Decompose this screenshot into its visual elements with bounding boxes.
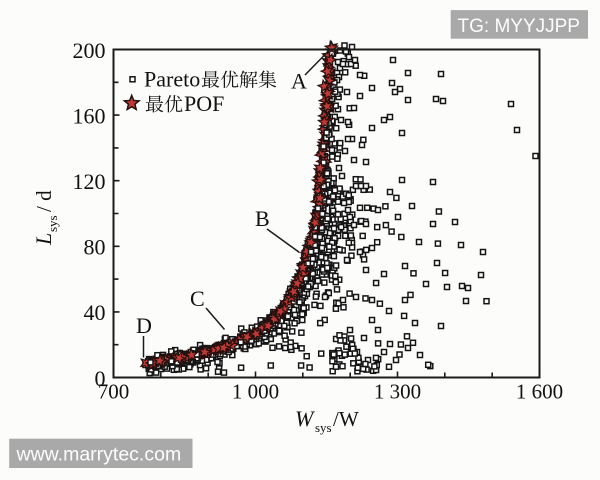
svg-text:B: B: [255, 206, 270, 231]
svg-text:40: 40: [84, 300, 106, 325]
svg-text:TG: MYYJJPP: TG: MYYJJPP: [458, 16, 580, 37]
svg-text:D: D: [136, 313, 152, 338]
svg-text:W: W: [295, 406, 315, 431]
svg-text:/ d: / d: [32, 190, 56, 212]
svg-text:1 600: 1 600: [516, 380, 563, 404]
svg-text:120: 120: [73, 169, 106, 194]
svg-text:Pareto: Pareto: [144, 67, 200, 92]
svg-text:L: L: [31, 233, 56, 246]
svg-text:160: 160: [73, 103, 106, 128]
svg-text:700: 700: [98, 380, 130, 404]
svg-text:/W: /W: [333, 407, 359, 431]
svg-text:sys: sys: [45, 215, 60, 232]
svg-text:sys: sys: [315, 420, 332, 435]
svg-text:1 300: 1 300: [374, 380, 421, 404]
svg-text:1 000: 1 000: [232, 380, 279, 404]
svg-text:80: 80: [84, 235, 106, 260]
svg-text:POF: POF: [184, 91, 224, 116]
svg-text:0: 0: [95, 366, 106, 391]
svg-text:200: 200: [73, 38, 106, 63]
svg-text:C: C: [190, 286, 205, 311]
svg-text:www.marrytec.com: www.marrytec.com: [16, 444, 182, 466]
svg-text:A: A: [291, 69, 307, 94]
